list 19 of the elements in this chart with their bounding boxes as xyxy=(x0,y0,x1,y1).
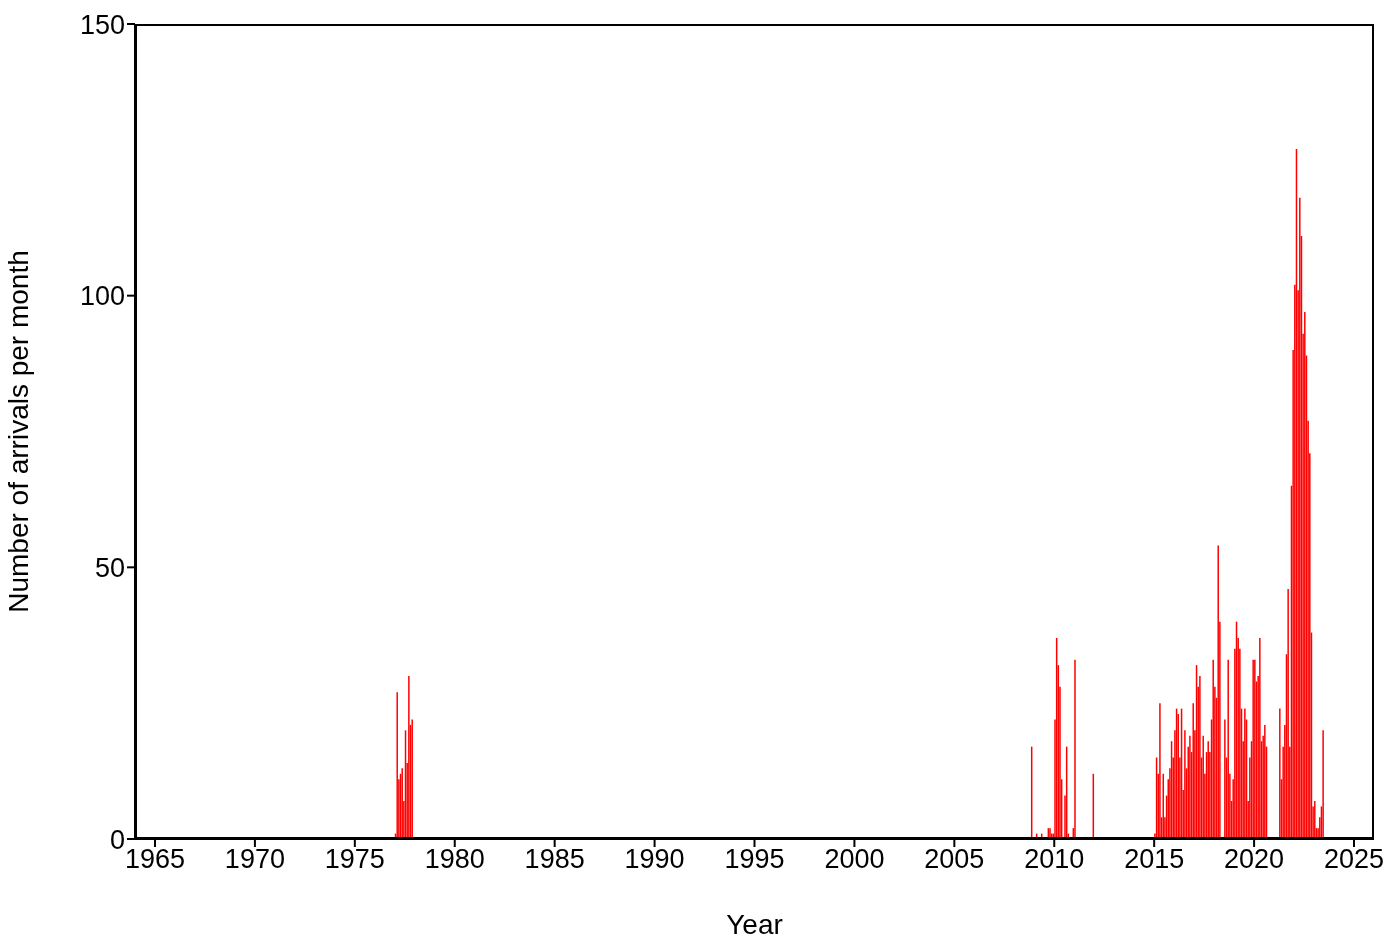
x-tick-label: 1970 xyxy=(224,844,285,875)
y-tick-label: 0 xyxy=(109,824,125,855)
x-tick-label: 1990 xyxy=(624,844,685,875)
y-tick-label: 50 xyxy=(94,552,125,583)
x-tick-label: 1965 xyxy=(124,844,186,875)
y-axis-title: Number of arrivals per month xyxy=(2,250,34,613)
x-tick-label: 2020 xyxy=(1224,844,1285,875)
x-tick-label: 1980 xyxy=(424,844,485,875)
x-axis-title: Year xyxy=(726,909,783,940)
x-tick-label: 2005 xyxy=(924,844,985,875)
x-tick-label: 2010 xyxy=(1024,844,1085,875)
y-tick-label: 150 xyxy=(79,9,125,40)
x-tick-label: 2000 xyxy=(824,844,885,875)
x-tick-label: 2015 xyxy=(1124,844,1185,875)
x-tick-label: 2025 xyxy=(1323,844,1385,875)
y-tick-label: 100 xyxy=(79,281,125,312)
x-tick-label: 1995 xyxy=(724,844,785,875)
x-tick-label: 1985 xyxy=(524,844,585,875)
x-tick-label: 1975 xyxy=(324,844,385,875)
